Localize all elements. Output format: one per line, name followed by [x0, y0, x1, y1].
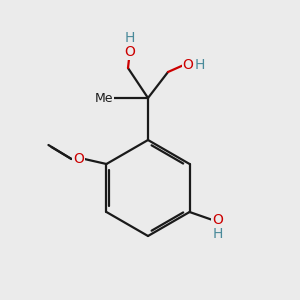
Text: Me: Me	[95, 92, 113, 104]
Text: O: O	[73, 152, 84, 166]
Text: O: O	[212, 213, 223, 227]
Text: H: H	[212, 227, 223, 241]
Text: H: H	[125, 31, 135, 45]
Text: H: H	[195, 58, 205, 72]
Text: O: O	[183, 58, 194, 72]
Text: O: O	[124, 45, 135, 59]
